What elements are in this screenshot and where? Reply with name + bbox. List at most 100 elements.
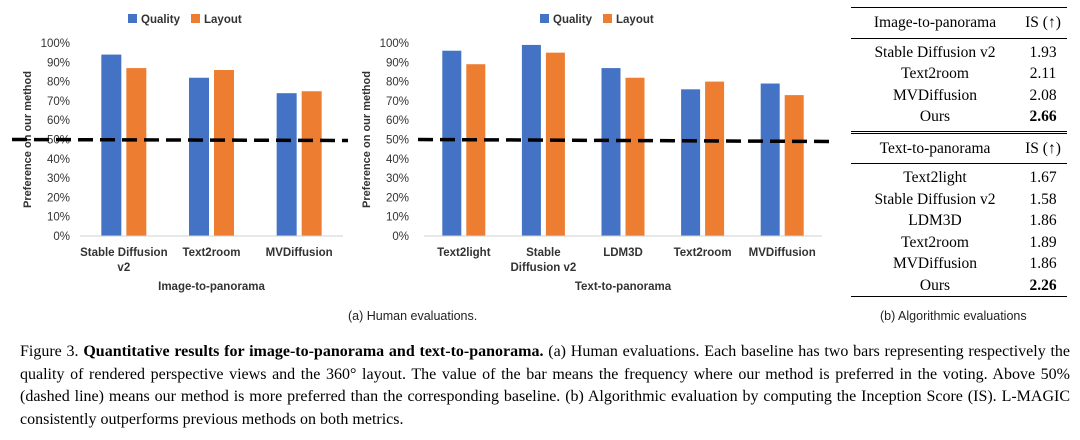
- figure-body: (a) Human evaluations. Each baseline has…: [20, 343, 1071, 428]
- figure-title: Quantitative results for image-to-panora…: [83, 343, 544, 360]
- table-cell-method: Stable Diffusion v2: [874, 43, 996, 61]
- x-tick-label: Text2light: [437, 247, 491, 259]
- bar-quality: [760, 83, 780, 236]
- x-tick-label: MVDiffusion: [266, 247, 333, 259]
- x-axis-label: Text-to-panorama: [575, 281, 672, 293]
- bar-quality: [681, 89, 701, 236]
- y-tick-label: 70%: [47, 96, 70, 108]
- y-tick-label: 20%: [386, 192, 409, 204]
- y-tick-label: 100%: [380, 38, 409, 50]
- subcaption-algorithmic-evaluations: (b) Algorithmic evaluations: [880, 309, 1027, 323]
- y-axis-label: Preference on our method: [22, 71, 34, 208]
- table-row: MVDiffusion 1.86: [851, 253, 1067, 275]
- y-tick-label: 60%: [386, 115, 409, 127]
- legend-swatch-quality: [128, 14, 137, 23]
- bar-quality: [189, 77, 209, 237]
- bar-layout: [545, 52, 565, 237]
- legend-swatch-quality: [540, 14, 549, 23]
- bar-layout: [784, 95, 804, 236]
- bar-layout: [625, 77, 645, 237]
- legend-label-quality: Quality: [553, 14, 593, 26]
- reference-line-50: [417, 137, 831, 144]
- y-tick-label: 20%: [47, 192, 70, 204]
- y-tick-label: 90%: [386, 57, 409, 69]
- bar-layout: [126, 68, 147, 236]
- legend-label-layout: Layout: [616, 14, 654, 26]
- x-tick-label: Text2room: [183, 247, 241, 259]
- x-tick-label: Stable: [526, 247, 561, 259]
- table-row: Text2room 1.89: [851, 232, 1067, 254]
- bar-quality: [442, 50, 462, 236]
- legend-label-layout: Layout: [204, 14, 242, 26]
- y-tick-label: 80%: [386, 77, 409, 89]
- bar-layout: [214, 70, 234, 237]
- table-row: Text2light 1.67: [851, 167, 1067, 189]
- section2-header: Text-to-panorama: [879, 139, 991, 157]
- table-cell-value-best: 2.26: [1029, 276, 1057, 294]
- y-tick-label: 100%: [41, 38, 70, 50]
- bar-layout: [705, 81, 725, 236]
- legend-swatch-layout: [191, 14, 200, 23]
- x-axis-label: Image-to-panorama: [158, 281, 265, 293]
- table-cell-value: 1.89: [1029, 233, 1057, 251]
- y-tick-label: 30%: [386, 173, 409, 185]
- table-cell-value: 1.93: [1029, 43, 1057, 61]
- table-row: Ours 2.26: [851, 275, 1067, 297]
- y-tick-label: 40%: [386, 154, 409, 166]
- y-tick-label: 90%: [47, 57, 70, 69]
- section1-metric: IS (↑): [1025, 14, 1061, 31]
- table-cell-value: 2.08: [1029, 86, 1057, 104]
- y-tick-label: 50%: [386, 135, 409, 147]
- subcaption-human-evaluations: (a) Human evaluations.: [348, 309, 478, 323]
- y-tick-label: 10%: [47, 212, 70, 224]
- y-tick-label: 10%: [386, 212, 409, 224]
- table-cell-value: 1.67: [1029, 169, 1057, 186]
- table-cell-method: Ours: [919, 108, 951, 125]
- table-row: Text2room 2.11: [851, 63, 1067, 85]
- table-header-row: Text-to-panorama IS (↑): [851, 132, 1067, 164]
- table-cell-method: Stable Diffusion v2: [874, 190, 996, 208]
- x-tick-label: Stable Diffusion: [80, 247, 168, 259]
- table-cell-value-best: 2.66: [1029, 108, 1057, 125]
- x-tick-label: Text2room: [674, 247, 732, 259]
- section2-metric: IS (↑): [1025, 139, 1061, 157]
- chart-image-to-panorama: 0%10%20%30%40%50%60%70%80%90%100%Prefere…: [11, 14, 349, 293]
- table-cell-value: 1.86: [1029, 255, 1057, 272]
- bar-layout: [466, 64, 486, 236]
- table-row: Ours 2.66: [851, 106, 1067, 128]
- x-tick-label: MVDiffusion: [749, 247, 816, 259]
- table-row: Stable Diffusion v2 1.93: [851, 42, 1067, 64]
- table-header-row: Image-to-panorama IS (↑): [851, 7, 1067, 39]
- table-cell-method: MVDiffusion: [892, 86, 978, 104]
- bar-layout: [301, 91, 322, 236]
- table-cell-value: 2.11: [1029, 65, 1057, 82]
- legend-label-quality: Quality: [141, 14, 181, 26]
- table-cell-value: 1.86: [1029, 212, 1057, 229]
- bar-quality: [101, 54, 122, 236]
- y-axis-label: Preference on our method: [361, 71, 373, 208]
- section1-header: Image-to-panorama: [873, 14, 997, 31]
- table-row: MVDiffusion 2.08: [851, 85, 1067, 107]
- y-tick-label: 70%: [386, 96, 409, 108]
- x-tick-label: v2: [117, 262, 130, 274]
- bar-quality: [276, 93, 297, 237]
- figure-caption: Figure 3. Quantitative results for image…: [20, 341, 1070, 431]
- table-cell-method: MVDiffusion: [892, 255, 978, 272]
- table-row: LDM3D 1.86: [851, 210, 1067, 232]
- table-cell-method: Ours: [919, 276, 951, 294]
- x-tick-label: Diffusion v2: [510, 262, 576, 274]
- y-tick-label: 0%: [392, 231, 409, 243]
- y-tick-label: 60%: [47, 115, 70, 127]
- bar-quality: [601, 68, 621, 236]
- y-tick-label: 80%: [47, 77, 70, 89]
- table-row: Stable Diffusion v2 1.58: [851, 189, 1067, 211]
- table-cell-value: 1.58: [1029, 190, 1057, 208]
- y-tick-label: 30%: [47, 173, 70, 185]
- legend-swatch-layout: [603, 14, 612, 23]
- reference-line-50: [11, 137, 349, 143]
- table-cell-method: Text2room: [901, 233, 969, 251]
- inception-score-table: Image-to-panorama IS (↑) Stable Diffusio…: [851, 7, 1067, 297]
- figure-label: Figure 3.: [20, 343, 79, 360]
- x-tick-label: LDM3D: [603, 247, 643, 259]
- y-tick-label: 0%: [53, 231, 70, 243]
